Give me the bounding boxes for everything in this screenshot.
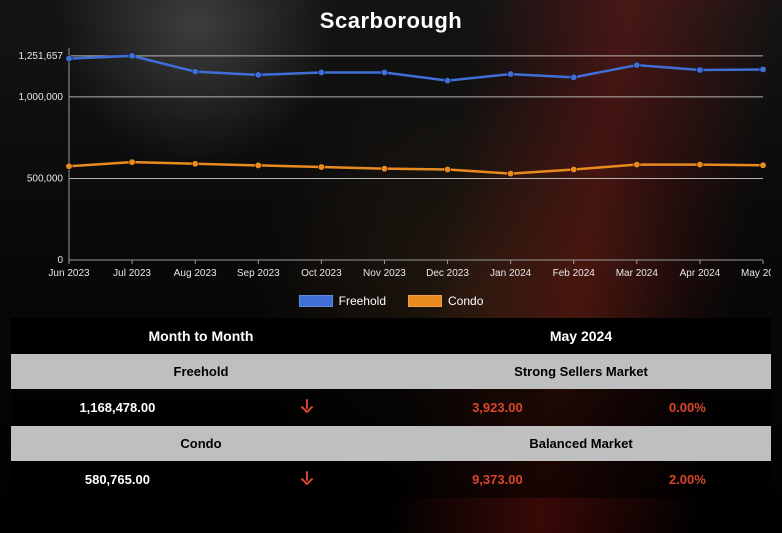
price-value: 580,765.00 — [85, 472, 150, 487]
legend-item-condo: Condo — [408, 294, 483, 308]
svg-text:500,000: 500,000 — [27, 173, 64, 184]
pct-value: 0.00% — [669, 400, 706, 415]
page-title: Scarborough — [10, 8, 772, 34]
trend-down-icon — [301, 471, 313, 485]
svg-text:Feb 2024: Feb 2024 — [553, 268, 596, 279]
svg-text:May 2024: May 2024 — [741, 268, 771, 279]
legend-item-freehold: Freehold — [299, 294, 386, 308]
svg-text:Jan 2024: Jan 2024 — [490, 268, 532, 279]
trend-down-icon — [301, 399, 313, 413]
pct-value: 2.00% — [669, 472, 706, 487]
legend-swatch — [299, 295, 333, 307]
svg-text:0: 0 — [57, 255, 63, 266]
svg-text:Apr 2024: Apr 2024 — [680, 268, 721, 279]
chart-legend: Freehold Condo — [10, 294, 772, 308]
svg-text:Nov 2023: Nov 2023 — [363, 268, 406, 279]
head-right: May 2024 — [391, 318, 771, 354]
table-sub-row: Condo Balanced Market — [11, 426, 771, 461]
svg-text:Jun 2023: Jun 2023 — [48, 268, 90, 279]
svg-text:Dec 2023: Dec 2023 — [426, 268, 469, 279]
table-sub-row: Freehold Strong Sellers Market — [11, 354, 771, 389]
stats-table: Month to Month May 2024 Freehold Strong … — [11, 318, 771, 498]
sub-left: Condo — [11, 426, 391, 461]
svg-text:Oct 2023: Oct 2023 — [301, 268, 342, 279]
svg-text:1,251,657: 1,251,657 — [19, 51, 64, 62]
delta-value: 9,373.00 — [472, 472, 523, 487]
price-value: 1,168,478.00 — [79, 400, 155, 415]
sub-right: Balanced Market — [391, 426, 771, 461]
table-row: 580,765.00 9,373.00 2.00% — [11, 461, 771, 498]
sub-right: Strong Sellers Market — [391, 354, 771, 389]
svg-text:1,000,000: 1,000,000 — [19, 92, 64, 103]
delta-value: 3,923.00 — [472, 400, 523, 415]
table-row: 1,168,478.00 3,923.00 0.00% — [11, 389, 771, 426]
sub-left: Freehold — [11, 354, 391, 389]
table-head-row: Month to Month May 2024 — [11, 318, 771, 354]
legend-swatch — [408, 295, 442, 307]
price-chart: 0 500,000 1,000,000 1,251,657 Jun 2023 Jul 20… — [11, 38, 771, 296]
svg-text:Sep 2023: Sep 2023 — [237, 268, 280, 279]
head-left: Month to Month — [11, 318, 391, 354]
legend-label: Freehold — [339, 294, 386, 308]
svg-text:Mar 2024: Mar 2024 — [616, 268, 659, 279]
legend-label: Condo — [448, 294, 483, 308]
svg-text:Aug 2023: Aug 2023 — [174, 268, 217, 279]
svg-text:Jul 2023: Jul 2023 — [113, 268, 151, 279]
